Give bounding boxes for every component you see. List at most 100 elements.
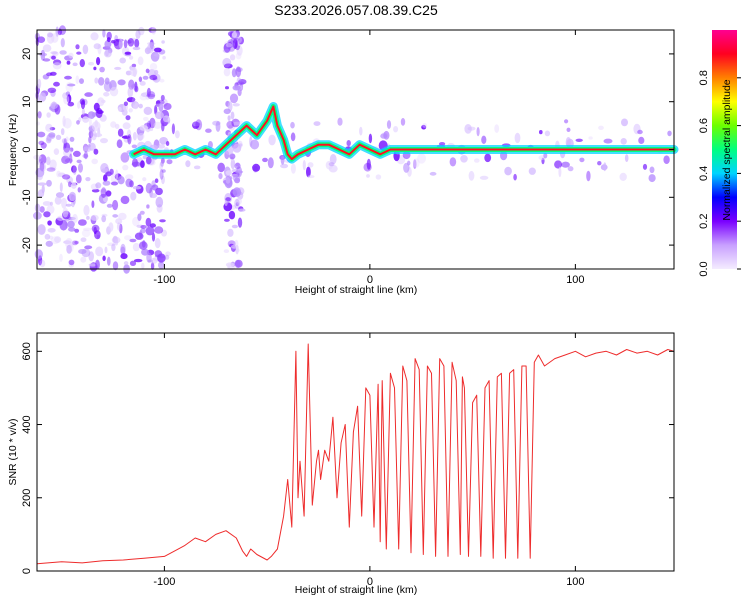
speckle-blob [153, 53, 161, 57]
speckle-blob [82, 153, 89, 159]
speckle-blob [46, 156, 51, 166]
speckle-blob [91, 121, 101, 132]
speckle-blob [250, 139, 260, 150]
speckle-blob [143, 116, 149, 121]
speckle-blob [543, 152, 548, 159]
speckle-blob [129, 238, 137, 243]
speckle-blob [223, 63, 233, 69]
snr-plot-area [37, 333, 674, 571]
speckle-blob [114, 35, 119, 42]
speckle-blob [103, 92, 110, 97]
speckle-blob [237, 140, 243, 149]
speckle-blob [366, 174, 370, 178]
speckle-blob [85, 177, 91, 182]
speckle-blob [59, 50, 67, 55]
snr-x-tick-label: -100 [153, 576, 175, 588]
speckle-blob [155, 196, 164, 208]
speckle-blob [61, 197, 67, 209]
speckle-blob [37, 189, 45, 198]
speckle-blob [49, 159, 57, 170]
speckle-blob [131, 63, 137, 68]
speckle-blob [140, 160, 145, 169]
speckle-blob [61, 155, 70, 164]
speckle-blob [106, 203, 113, 208]
speckle-blob [149, 74, 158, 81]
speckle-blob [63, 142, 71, 153]
speckle-blob [61, 138, 68, 144]
speckle-blob [359, 126, 363, 136]
speckle-blob [75, 174, 82, 184]
speckle-blob [225, 170, 233, 176]
speckle-blob [68, 181, 72, 188]
speckle-blob [464, 123, 472, 134]
speckle-blob [638, 136, 645, 144]
speckle-blob [99, 66, 105, 73]
speckle-blob [667, 130, 672, 137]
speckle-blob [81, 229, 91, 238]
speckle-blob [63, 94, 70, 105]
speckle-blob [100, 163, 109, 173]
speckle-blob [235, 162, 240, 167]
speckle-blob [78, 163, 83, 173]
speckle-blob [155, 187, 163, 196]
speckle-blob [290, 132, 296, 142]
colorbar-ticks: 0.0 0.2 0.4 0.6 0.8 [698, 70, 741, 277]
speckle-blob [91, 112, 97, 118]
speckle-blob [82, 44, 89, 55]
speckle-blob [232, 38, 238, 50]
colorbar-gradient [712, 30, 737, 269]
speckle-blob [88, 251, 94, 262]
snr-x-axis: -100 0 100 [153, 333, 585, 588]
speckle-blob [65, 203, 72, 207]
speckle-blob [73, 150, 81, 157]
snr-frame [36, 332, 675, 572]
speckle-blob [290, 121, 295, 129]
speckle-blob [129, 55, 134, 60]
speckle-blob [228, 124, 235, 131]
speckle-blob [140, 227, 146, 234]
speckle-blob [262, 157, 268, 163]
speckle-blob [134, 258, 143, 263]
colorbar-tick-label: 0.8 [698, 70, 710, 85]
speckle-blob [66, 94, 72, 103]
speckle-blob [307, 162, 314, 168]
speckle-blob [127, 38, 135, 47]
speckle-blob [136, 224, 144, 228]
speckle-blob [88, 117, 92, 128]
speckle-blob [624, 154, 629, 163]
speckle-blob [222, 48, 231, 53]
speckle-blob [235, 197, 242, 205]
speckle-blob [148, 42, 154, 51]
snr-x-tick-label: 100 [566, 576, 584, 588]
speckle-blob [154, 238, 161, 249]
speckle-blob [232, 103, 240, 107]
colorbar-tick-label: 0.2 [698, 214, 710, 229]
speckle-blob [145, 217, 152, 227]
spectrogram-y-tick-label: 20 [21, 48, 33, 60]
speckle-blob [43, 211, 51, 218]
speckle-blob [649, 166, 655, 174]
speckle-blob [232, 187, 242, 198]
speckle-blob [80, 256, 87, 263]
speckle-blob [137, 213, 142, 221]
speckle-blob [230, 188, 238, 194]
speckle-blob [164, 254, 170, 260]
speckle-blob [154, 111, 164, 120]
speckle-blob [79, 59, 86, 68]
speckle-blob [226, 120, 234, 129]
speckle-blob [37, 182, 47, 186]
speckle-blob [54, 236, 62, 244]
speckle-blob [59, 220, 68, 231]
speckle-blob [161, 229, 167, 237]
speckle-blob [232, 121, 241, 126]
speckle-blob [72, 213, 78, 223]
speckle-blob [237, 36, 242, 44]
speckle-blob [99, 189, 108, 193]
speckle-blob [224, 200, 228, 207]
speckle-blob [224, 218, 230, 222]
speckle-blob [102, 255, 106, 262]
speckle-blob [62, 115, 66, 127]
speckle-blob [267, 157, 274, 169]
speckle-blob [74, 240, 79, 245]
speckle-blob [325, 160, 334, 170]
